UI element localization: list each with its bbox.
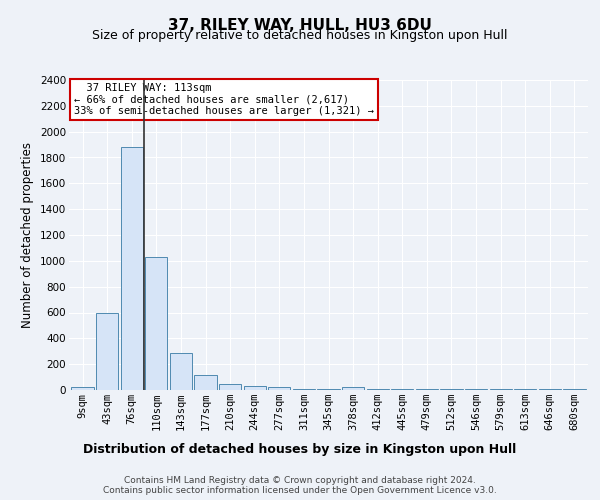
Bar [194, 375, 217, 390]
Bar [268, 387, 290, 390]
Text: Size of property relative to detached houses in Kingston upon Hull: Size of property relative to detached ho… [92, 29, 508, 42]
Bar [96, 312, 118, 390]
Bar [342, 387, 364, 390]
Bar [145, 257, 167, 390]
Y-axis label: Number of detached properties: Number of detached properties [22, 142, 34, 328]
Text: 37 RILEY WAY: 113sqm
← 66% of detached houses are smaller (2,617)
33% of semi-de: 37 RILEY WAY: 113sqm ← 66% of detached h… [74, 83, 374, 116]
Bar [170, 352, 192, 390]
Text: Contains HM Land Registry data © Crown copyright and database right 2024.
Contai: Contains HM Land Registry data © Crown c… [103, 476, 497, 496]
Bar [71, 388, 94, 390]
Text: 37, RILEY WAY, HULL, HU3 6DU: 37, RILEY WAY, HULL, HU3 6DU [168, 18, 432, 32]
Text: Distribution of detached houses by size in Kingston upon Hull: Distribution of detached houses by size … [83, 442, 517, 456]
Bar [121, 147, 143, 390]
Bar [244, 386, 266, 390]
Bar [219, 384, 241, 390]
